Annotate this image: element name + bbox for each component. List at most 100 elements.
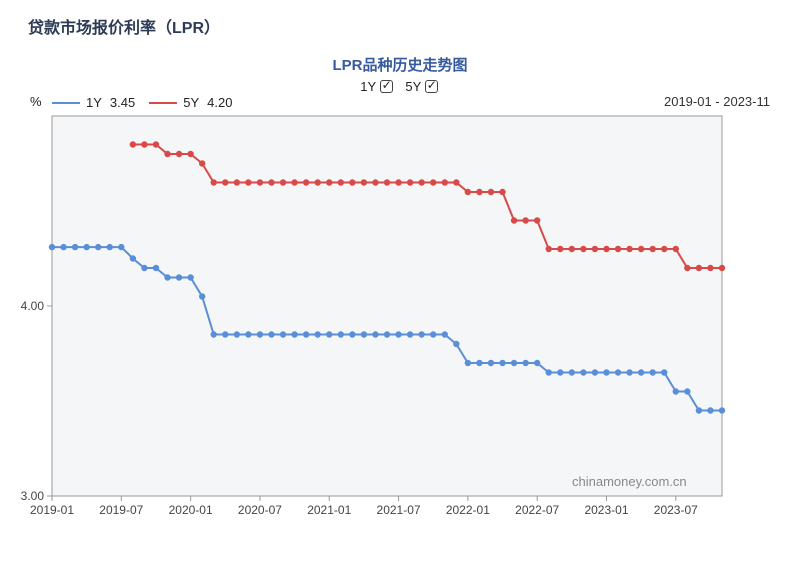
series-marker <box>280 331 286 337</box>
series-marker <box>187 151 193 157</box>
legend-swatch-icon <box>52 102 80 104</box>
series-marker <box>72 244 78 250</box>
series-marker <box>476 189 482 195</box>
series-marker <box>603 369 609 375</box>
series-marker <box>234 179 240 185</box>
series-marker <box>511 217 517 223</box>
series-marker <box>453 341 459 347</box>
series-marker <box>349 179 355 185</box>
series-marker <box>234 331 240 337</box>
checkbox-1y-icon[interactable] <box>380 80 393 93</box>
series-marker <box>303 331 309 337</box>
series-marker <box>187 274 193 280</box>
series-marker <box>488 360 494 366</box>
series-marker <box>684 388 690 394</box>
series-marker <box>130 255 136 261</box>
series-marker <box>141 141 147 147</box>
series-marker <box>326 179 332 185</box>
series-marker <box>245 179 251 185</box>
series-marker <box>222 179 228 185</box>
series-marker <box>557 246 563 252</box>
series-marker <box>384 331 390 337</box>
series-marker <box>372 331 378 337</box>
checkbox-5y-icon[interactable] <box>425 80 438 93</box>
series-marker <box>338 331 344 337</box>
series-marker <box>684 265 690 271</box>
series-marker <box>719 407 725 413</box>
x-tick-label: 2019-01 <box>30 503 74 517</box>
x-tick-label: 2023-07 <box>654 503 698 517</box>
series-marker <box>199 160 205 166</box>
series-marker <box>164 151 170 157</box>
series-marker <box>314 179 320 185</box>
series-marker <box>257 331 263 337</box>
x-tick-label: 2021-07 <box>377 503 421 517</box>
series-marker <box>164 274 170 280</box>
series-marker <box>649 246 655 252</box>
legend-item-5y[interactable]: 5Y 4.20 <box>149 94 232 110</box>
series-marker <box>511 360 517 366</box>
series-marker <box>49 244 55 250</box>
series-marker <box>615 246 621 252</box>
series-marker <box>176 151 182 157</box>
subtitle-item-5y[interactable]: 5Y <box>405 79 439 94</box>
series-marker <box>338 179 344 185</box>
series-marker <box>349 331 355 337</box>
x-tick-label: 2021-01 <box>307 503 351 517</box>
series-marker <box>488 189 494 195</box>
series-marker <box>707 407 713 413</box>
series-marker <box>257 179 263 185</box>
series-marker <box>153 141 159 147</box>
chart-svg: 3.004.002019-012019-072020-012020-072021… <box>0 94 740 524</box>
x-tick-label: 2019-07 <box>99 503 143 517</box>
series-marker <box>395 331 401 337</box>
series-marker <box>476 360 482 366</box>
legend-swatch-icon <box>149 102 177 104</box>
series-marker <box>268 179 274 185</box>
series-marker <box>569 369 575 375</box>
series-marker <box>546 246 552 252</box>
series-marker <box>372 179 378 185</box>
legend-label: 5Y <box>183 95 199 110</box>
series-marker <box>118 244 124 250</box>
series-marker <box>557 369 563 375</box>
series-marker <box>384 179 390 185</box>
series-marker <box>83 244 89 250</box>
legend-row: 1Y3.455Y4.20 2019-01 - 2023-11 <box>52 94 770 110</box>
series-marker <box>707 265 713 271</box>
series-marker <box>395 179 401 185</box>
series-marker <box>696 265 702 271</box>
series-marker <box>141 265 147 271</box>
series-marker <box>638 369 644 375</box>
series-marker <box>60 244 66 250</box>
series-marker <box>673 246 679 252</box>
series-marker <box>603 246 609 252</box>
series-marker <box>222 331 228 337</box>
legend-value: 4.20 <box>207 95 232 110</box>
series-marker <box>211 331 217 337</box>
x-tick-label: 2020-01 <box>169 503 213 517</box>
chart-title: LPR品种历史走势图 <box>0 54 800 75</box>
series-marker <box>418 179 424 185</box>
x-tick-label: 2022-01 <box>446 503 490 517</box>
series-marker <box>442 331 448 337</box>
series-marker <box>130 141 136 147</box>
series-marker <box>245 331 251 337</box>
series-marker <box>407 179 413 185</box>
series-marker <box>626 246 632 252</box>
series-marker <box>280 179 286 185</box>
series-marker <box>291 331 297 337</box>
series-marker <box>107 244 113 250</box>
series-marker <box>326 331 332 337</box>
series-marker <box>546 369 552 375</box>
series-marker <box>407 331 413 337</box>
series-marker <box>673 388 679 394</box>
series-marker <box>418 331 424 337</box>
subtitle-item-1y[interactable]: 1Y <box>360 79 394 94</box>
series-marker <box>268 331 274 337</box>
legend-item-1y[interactable]: 1Y3.45 <box>52 94 135 110</box>
series-marker <box>361 331 367 337</box>
series-marker <box>453 179 459 185</box>
series-marker <box>661 246 667 252</box>
series-marker <box>719 265 725 271</box>
